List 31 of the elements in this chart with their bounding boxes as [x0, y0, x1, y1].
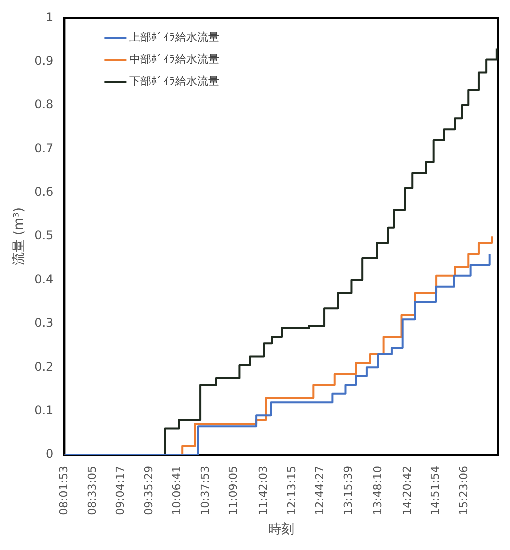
y-tick-label: 0 — [46, 447, 54, 462]
y-tick-label: 0.5 — [34, 228, 54, 243]
x-tick-label: 14:51:54 — [429, 466, 442, 516]
x-tick-label: 09:35:29 — [142, 466, 156, 516]
x-tick-label: 12:44:27 — [314, 466, 327, 516]
y-tick-label: 0.8 — [34, 98, 54, 112]
legend-label: 中部ﾎﾞｲﾗ給水流量 — [130, 53, 220, 66]
x-tick-label: 14:20:42 — [400, 466, 414, 516]
x-tick-label: 13:15:39 — [342, 466, 355, 516]
legend-label: 上部ﾎﾞｲﾗ給水流量 — [130, 31, 220, 44]
y-tick-label: 0.2 — [34, 360, 54, 374]
x-tick-label: 15:23:06 — [457, 466, 470, 516]
x-tick-label: 12:13:15 — [285, 466, 298, 516]
y-tick-label: 0.1 — [34, 403, 54, 418]
x-tick-label: 10:37:53 — [198, 466, 212, 516]
y-tick-label: 1 — [46, 10, 54, 24]
x-tick-label: 13:48:10 — [371, 466, 384, 516]
x-axis-title: 時刻 — [268, 522, 294, 538]
x-tick-label: 09:04:17 — [114, 466, 128, 516]
y-tick-label: 0.7 — [34, 141, 54, 156]
y-tick-label: 0.4 — [34, 272, 54, 286]
y-tick-label: 0.6 — [34, 185, 54, 200]
y-tick-label: 0.9 — [34, 54, 54, 68]
x-tick-label: 08:33:05 — [86, 466, 99, 516]
x-tick-label: 10:06:41 — [170, 466, 184, 516]
x-tick-label: 11:09:05 — [227, 466, 240, 516]
y-tick-label: 0.3 — [34, 316, 54, 330]
y-axis-title: 流量 (m³) — [11, 208, 28, 266]
x-tick-label: 08:01:53 — [58, 466, 71, 516]
x-tick-label: 11:42:03 — [257, 466, 270, 516]
legend-label: 下部ﾎﾞｲﾗ給水流量 — [130, 75, 220, 88]
